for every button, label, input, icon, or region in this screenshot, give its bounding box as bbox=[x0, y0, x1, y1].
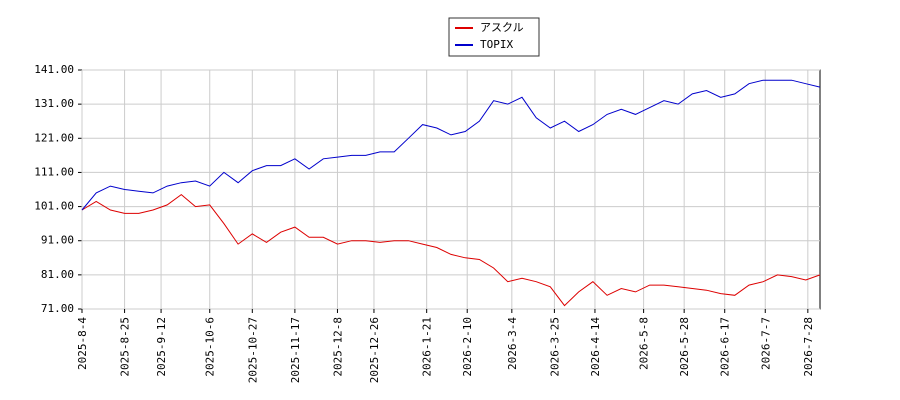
y-tick-label: 91.00 bbox=[41, 234, 74, 247]
x-tick-label: 2025-12-26 bbox=[368, 317, 381, 383]
x-tick-label: 2025-12-8 bbox=[331, 317, 344, 377]
y-tick-label: 101.00 bbox=[34, 200, 74, 213]
series-line bbox=[81, 193, 821, 307]
plot-area bbox=[81, 69, 821, 310]
x-tick-label: 2025-11-17 bbox=[289, 317, 302, 383]
x-tick-label: 2026-2-10 bbox=[461, 317, 474, 377]
y-tick-label: 71.00 bbox=[41, 302, 74, 315]
x-tick-label: 2026-7-7 bbox=[759, 317, 772, 370]
y-tick-label: 81.00 bbox=[41, 268, 74, 281]
legend-label: アスクル bbox=[480, 21, 524, 34]
x-tick-label: 2026-4-14 bbox=[589, 317, 602, 377]
x-tick-label: 2025-8-25 bbox=[119, 317, 132, 377]
legend-box bbox=[448, 17, 540, 57]
x-tick-label: 2026-7-28 bbox=[802, 317, 815, 377]
x-tick-label: 2026-3-25 bbox=[548, 317, 561, 377]
y-tick-label: 121.00 bbox=[34, 131, 74, 144]
x-tick-label: 2025-9-12 bbox=[155, 317, 168, 377]
x-tick-label: 2025-10-27 bbox=[246, 317, 259, 383]
y-tick-label: 111.00 bbox=[34, 165, 74, 178]
x-tick-label: 2026-5-28 bbox=[678, 317, 691, 377]
x-tick-label: 2026-5-8 bbox=[638, 317, 651, 370]
y-tick-label: 131.00 bbox=[34, 97, 74, 110]
x-tick-label: 2025-10-6 bbox=[204, 317, 217, 377]
x-tick-label: 2026-6-17 bbox=[719, 317, 732, 377]
legend-label: TOPIX bbox=[480, 38, 513, 51]
y-tick-label: 141.00 bbox=[34, 63, 74, 76]
series-line bbox=[81, 79, 821, 211]
x-tick-label: 2026-1-21 bbox=[421, 317, 434, 377]
x-tick-label: 2025-8-4 bbox=[76, 317, 89, 370]
x-tick-label: 2026-3-4 bbox=[506, 317, 519, 370]
